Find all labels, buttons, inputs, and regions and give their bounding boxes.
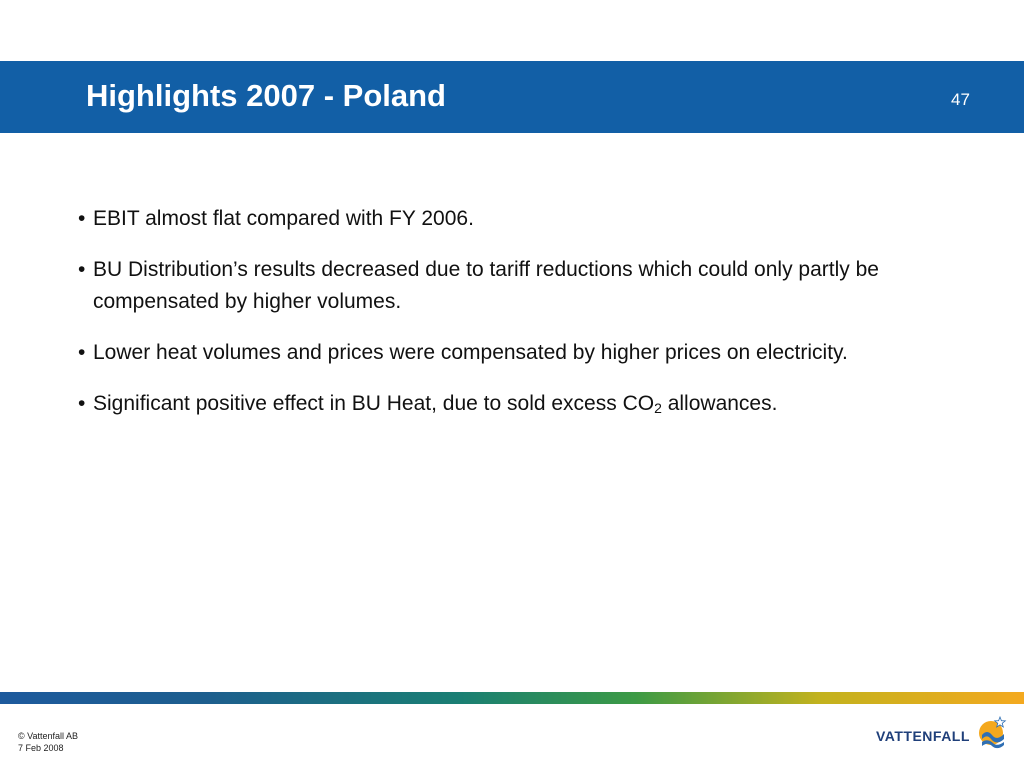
bullet-co2-allowances: • Significant positive effect in BU Heat… bbox=[78, 388, 973, 420]
gradient-stripe bbox=[0, 692, 1024, 704]
bullet-heat-volumes: • Lower heat volumes and prices were com… bbox=[78, 337, 973, 369]
bullet-marker: • bbox=[78, 258, 86, 281]
bullet-text-before-subscript: Significant positive effect in BU Heat, … bbox=[93, 392, 655, 415]
bullet-text: BU Distribution’s results decreased due … bbox=[93, 258, 879, 313]
bullet-text-after-subscript: allowances. bbox=[661, 392, 778, 415]
bullet-list: • EBIT almost flat compared with FY 2006… bbox=[78, 203, 973, 439]
bullet-marker: • bbox=[78, 341, 86, 364]
bullet-text: EBIT almost flat compared with FY 2006. bbox=[93, 207, 474, 230]
vattenfall-logo: VATTENFALL bbox=[876, 716, 1008, 754]
bullet-ebit: • EBIT almost flat compared with FY 2006… bbox=[78, 203, 973, 235]
slide-title: Highlights 2007 - Poland bbox=[86, 78, 446, 113]
page-number: 47 bbox=[951, 90, 970, 109]
bullet-marker: • bbox=[78, 207, 86, 230]
footer: © Vattenfall AB 7 Feb 2008 bbox=[18, 730, 78, 754]
bullet-marker: • bbox=[78, 392, 86, 415]
logo-text: VATTENFALL bbox=[876, 728, 970, 744]
bullet-distribution: • BU Distribution’s results decreased du… bbox=[78, 254, 973, 318]
bullet-text: Lower heat volumes and prices were compe… bbox=[93, 341, 848, 364]
co2-subscript: 2 bbox=[654, 400, 662, 416]
vattenfall-sun-wave-icon bbox=[979, 716, 1007, 749]
copyright-text: © Vattenfall AB bbox=[18, 731, 78, 741]
title-bar bbox=[0, 61, 1024, 133]
footer-date: 7 Feb 2008 bbox=[18, 743, 64, 753]
